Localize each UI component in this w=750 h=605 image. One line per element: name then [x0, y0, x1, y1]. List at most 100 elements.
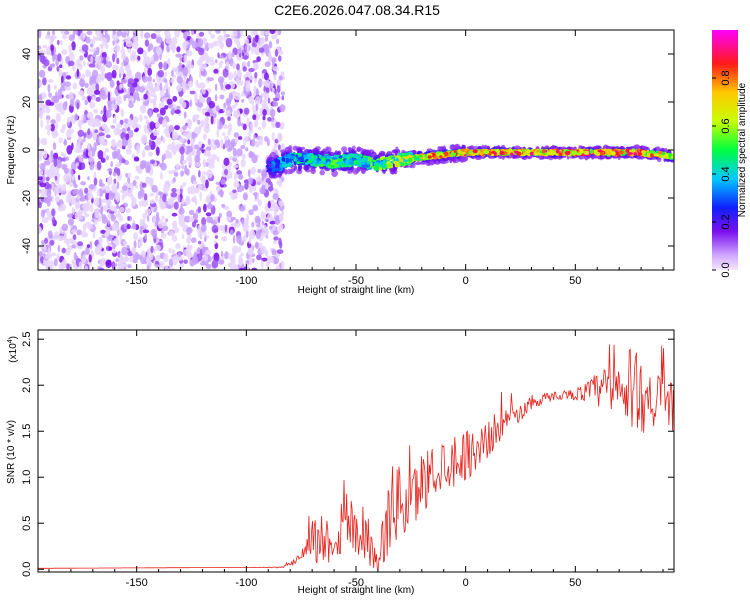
noise-speck	[100, 30, 104, 34]
noise-speck	[272, 147, 276, 152]
noise-speck	[86, 244, 91, 248]
noise-speck	[40, 255, 44, 264]
noise-speck	[189, 99, 193, 107]
noise-speck	[171, 235, 178, 242]
spectrogram-xtick-label: 50	[569, 275, 581, 287]
noise-speck	[232, 263, 237, 270]
noise-speck	[85, 70, 92, 78]
noise-speck	[84, 99, 88, 106]
noise-speck	[203, 149, 211, 157]
noise-speck	[38, 163, 41, 168]
noise-speck	[105, 56, 110, 62]
noise-speck	[71, 64, 76, 71]
noise-speck	[216, 118, 220, 127]
noise-speck	[53, 231, 59, 240]
noise-speck	[201, 217, 207, 227]
noise-speck	[109, 205, 117, 212]
noise-speck	[232, 147, 237, 157]
noise-speck	[98, 178, 103, 187]
noise-speck	[223, 30, 227, 35]
noise-speck	[228, 50, 232, 60]
noise-speck	[241, 153, 246, 160]
noise-speck	[182, 125, 187, 131]
ridge-halo-speck	[414, 162, 422, 165]
noise-speck	[140, 254, 146, 265]
noise-speck	[189, 37, 194, 46]
noise-speck	[220, 138, 224, 148]
ridge-layer	[265, 143, 674, 184]
noise-speck	[241, 185, 245, 191]
noise-speck	[238, 246, 242, 253]
noise-speck	[116, 123, 122, 129]
noise-speck	[83, 114, 87, 124]
noise-speck	[74, 201, 81, 209]
noise-speck	[114, 263, 118, 267]
snr-ytick-label: 0.0	[21, 562, 33, 577]
noise-speck	[267, 213, 273, 221]
noise-speck	[233, 109, 241, 119]
noise-speck	[202, 37, 208, 43]
noise-speck	[167, 198, 171, 206]
noise-speck	[51, 208, 56, 217]
noise-speck	[194, 161, 201, 168]
noise-speck	[67, 213, 73, 218]
noise-speck	[115, 95, 122, 103]
noise-speck	[233, 132, 239, 138]
noise-speck	[140, 30, 144, 39]
ridge-core-speck	[382, 159, 386, 165]
noise-speck	[162, 194, 167, 203]
noise-speck	[264, 136, 269, 142]
noise-speck	[231, 52, 235, 58]
noise-speck	[171, 69, 174, 77]
ridge-core-speck	[268, 171, 273, 175]
noise-speck	[177, 195, 181, 204]
noise-speck	[133, 36, 139, 45]
noise-speck	[163, 153, 166, 161]
noise-speck	[191, 148, 196, 156]
noise-speck	[76, 229, 82, 236]
noise-speck	[84, 36, 91, 44]
noise-speck	[150, 55, 155, 65]
noise-speck	[106, 71, 113, 82]
ridge-core-speck	[361, 164, 368, 168]
noise-speck	[64, 81, 71, 87]
ridge-core-speck	[285, 157, 290, 162]
noise-speck	[183, 248, 190, 257]
noise-speck	[167, 152, 173, 159]
noise-speck	[260, 30, 265, 37]
ridge-core-speck	[349, 160, 355, 165]
noise-speck	[100, 229, 106, 234]
noise-speck	[78, 154, 83, 162]
noise-speck	[223, 235, 227, 242]
noise-speck	[48, 155, 53, 163]
noise-speck	[230, 223, 235, 227]
noise-speck	[170, 78, 175, 83]
noise-speck	[82, 60, 86, 67]
noise-speck	[271, 87, 275, 93]
noise-speck	[225, 37, 233, 48]
noise-speck	[100, 110, 104, 115]
noise-speck	[220, 84, 224, 90]
noise-speck	[119, 206, 125, 213]
noise-speck	[255, 229, 261, 240]
noise-speck	[42, 209, 46, 214]
noise-speck	[182, 159, 188, 164]
noise-speck	[66, 116, 71, 123]
noise-speck	[206, 157, 214, 163]
noise-speck	[142, 229, 150, 234]
noise-speck	[278, 55, 282, 62]
ridge-core-speck	[571, 150, 578, 155]
noise-speck	[81, 230, 87, 238]
noise-speck	[137, 47, 144, 55]
noise-speck	[139, 104, 147, 114]
noise-speck	[223, 107, 226, 112]
noise-speck	[41, 239, 45, 246]
noise-speck	[61, 247, 66, 254]
noise-speck	[165, 149, 170, 156]
ridge-core-speck	[271, 168, 276, 173]
noise-speck	[176, 46, 181, 53]
noise-speck	[257, 168, 262, 174]
noise-speck	[79, 78, 86, 87]
noise-speck	[249, 76, 254, 80]
noise-speck	[239, 52, 242, 58]
